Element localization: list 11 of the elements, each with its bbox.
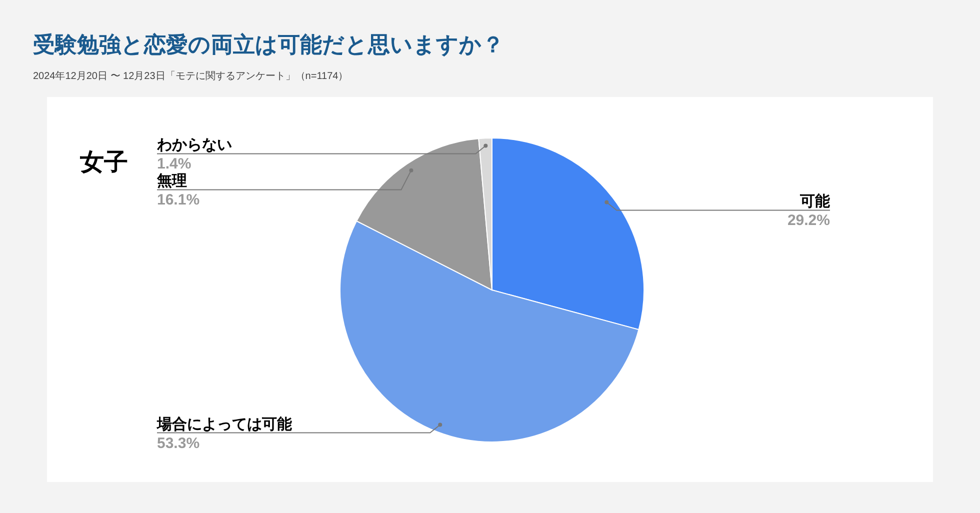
text: 女子 (79, 149, 128, 176)
data-label: 29.2% (787, 212, 830, 230)
slice-label: 可能 (799, 193, 831, 210)
chart-subtitle: 2024年12月20日 〜 12月23日「モテに関するアンケート」（n=1174） (33, 70, 348, 82)
slice-label: 無理 (156, 172, 187, 190)
data-label: 53.3% (157, 434, 200, 452)
data-label: 16.1% (157, 192, 200, 209)
chart-title: 受験勉強と恋愛の両立は可能だと思いますか？ (33, 32, 504, 57)
data-label: 1.4% (157, 156, 192, 173)
slice-label: 場合によっては可能 (156, 416, 293, 433)
slice-label: わからない (156, 136, 232, 154)
